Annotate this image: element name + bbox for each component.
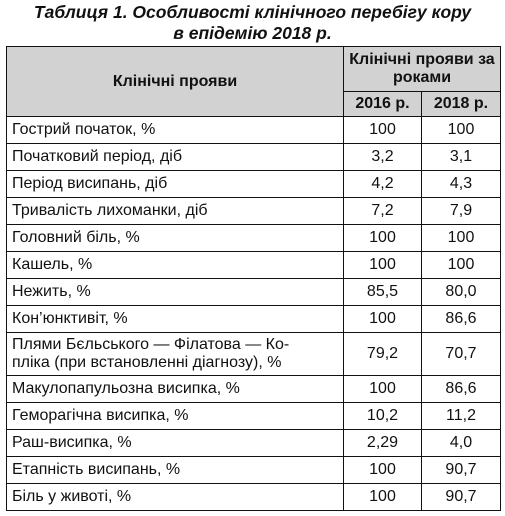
- value-2016: 100: [343, 456, 422, 484]
- table-row: Макулопапульозна висипка, % 100 86,6: [6, 375, 501, 403]
- table-row: Нежить, % 85,5 80,0: [6, 278, 501, 306]
- row-label: Гострий початок, %: [6, 116, 344, 144]
- value-2018: 100: [421, 251, 501, 279]
- value-2018: 86,6: [421, 375, 501, 403]
- table-row: Період висипань, діб 4,2 4,3: [6, 170, 501, 198]
- value-2018: 86,6: [421, 305, 501, 333]
- row-label: Кон’юнктивіт, %: [6, 305, 344, 333]
- header-year-2016: 2016 р.: [343, 91, 422, 117]
- value-2016: 10,2: [343, 402, 422, 430]
- value-2016: 79,2: [343, 332, 422, 376]
- table-row: Тривалість лихоманки, діб 7,2 7,9: [6, 197, 501, 225]
- header-year-2018: 2018 р.: [421, 91, 501, 117]
- header-clinical-signs: Клінічні прояви: [6, 46, 344, 117]
- row-label: Раш-висипка, %: [6, 429, 344, 457]
- value-2018: 11,2: [421, 402, 501, 430]
- table-row: Початковий період, діб 3,2 3,1: [6, 143, 501, 171]
- value-2016: 3,2: [343, 143, 422, 171]
- value-2016: 100: [343, 375, 422, 403]
- caption-line-1: Таблиця 1. Особливості клінічного перебі…: [33, 2, 472, 22]
- value-2018: 100: [421, 224, 501, 252]
- table-row: Гострий початок, % 100 100: [6, 116, 501, 144]
- value-2016: 85,5: [343, 278, 422, 306]
- value-2018: 70,7: [421, 332, 501, 376]
- value-2016: 100: [343, 251, 422, 279]
- table-row: Біль у животі, % 100 90,7: [6, 483, 501, 511]
- value-2018: 100: [421, 116, 501, 144]
- row-label: Тривалість лихоманки, діб: [6, 197, 344, 225]
- value-2018: 90,7: [421, 456, 501, 484]
- table-row: Раш-висипка, % 2,29 4,0: [6, 429, 501, 457]
- row-label: Кашель, %: [6, 251, 344, 279]
- table-caption: Таблиця 1. Особливості клінічного перебі…: [0, 2, 505, 44]
- table-row: Головний біль, % 100 100: [6, 224, 501, 252]
- value-2018: 80,0: [421, 278, 501, 306]
- value-2016: 2,29: [343, 429, 422, 457]
- clinical-table: Клінічні прояви Клінічні прояви за рокам…: [6, 46, 501, 511]
- row-label: Період висипань, діб: [6, 170, 344, 198]
- row-label: Макулопапульозна висипка, %: [6, 375, 344, 403]
- table-row: Плями Бєльського — Філатова — Ко- пліка …: [6, 332, 501, 376]
- value-2016: 100: [343, 305, 422, 333]
- table-row: Кашель, % 100 100: [6, 251, 501, 279]
- value-2016: 100: [343, 116, 422, 144]
- value-2016: 7,2: [343, 197, 422, 225]
- value-2016: 100: [343, 224, 422, 252]
- value-2018: 7,9: [421, 197, 501, 225]
- table-row: Геморагічна висипка, % 10,2 11,2: [6, 402, 501, 430]
- row-label: Нежить, %: [6, 278, 344, 306]
- value-2018: 4,0: [421, 429, 501, 457]
- row-label-line-2: пліка (при встановленні діагнозу), %: [12, 354, 282, 371]
- row-label: Етапність висипань, %: [6, 456, 344, 484]
- table-row: Кон’юнктивіт, % 100 86,6: [6, 305, 501, 333]
- row-label-line-1: Плями Бєльського — Філатова — Ко-: [12, 336, 290, 353]
- value-2016: 4,2: [343, 170, 422, 198]
- value-2018: 3,1: [421, 143, 501, 171]
- header-by-years: Клінічні прояви за роками: [343, 46, 501, 92]
- header-row: Клінічні прояви Клінічні прояви за рокам…: [6, 46, 501, 117]
- row-label: Плями Бєльського — Філатова — Ко- пліка …: [6, 332, 344, 376]
- value-2018: 4,3: [421, 170, 501, 198]
- value-2018: 90,7: [421, 483, 501, 511]
- row-label: Початковий період, діб: [6, 143, 344, 171]
- header-years-row: 2016 р. 2018 р.: [7, 91, 501, 117]
- row-label: Головний біль, %: [6, 224, 344, 252]
- row-label: Біль у животі, %: [6, 483, 344, 511]
- table-row: Етапність висипань, % 100 90,7: [6, 456, 501, 484]
- value-2016: 100: [343, 483, 422, 511]
- row-label: Геморагічна висипка, %: [6, 402, 344, 430]
- caption-line-2: в епідемію 2018 р.: [173, 23, 332, 43]
